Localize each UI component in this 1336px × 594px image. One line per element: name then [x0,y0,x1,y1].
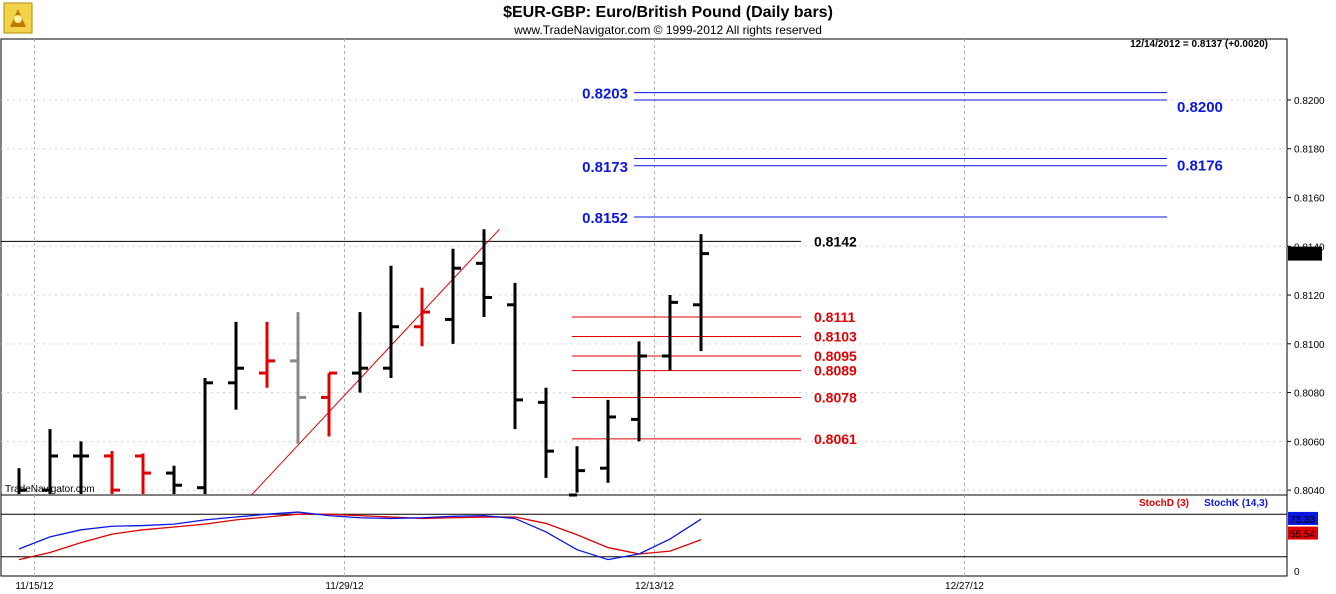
chart-title: $EUR-GBP: Euro/British Pound (Daily bars… [503,4,833,21]
price-tick-label: 0.8120 [1294,291,1325,302]
price-tick-label: 0.8040 [1294,486,1325,497]
level-label: 0.8111 [814,309,855,325]
last-price-tag [1288,246,1322,261]
stochastic-pane: 73.33 55.54 0 [1,511,1318,578]
copyright: www.TradeNavigator.com © 1999-2012 All r… [513,23,822,37]
level-label: 0.8176 [1177,157,1223,174]
watermark: TradeNavigator.com [5,484,95,495]
date-tick-label: 12/27/12 [945,581,984,592]
price-levels: 0.8203 0.8200 0.8176 0.8173 0.8152 0.8142 0.81… [1,86,1223,447]
price-tick-label: 0.8060 [1294,437,1325,448]
stoch-k-tag [1288,511,1318,525]
price-tick-label: 0.8160 [1294,194,1325,205]
stoch-d-line [18,513,702,561]
date-tick-label: 11/15/12 [15,581,54,592]
level-label: 0.8152 [582,210,628,227]
level-label: 0.8089 [814,363,857,379]
last-quote: 12/14/2012 = 0.8137 (+0.0020) [1130,39,1268,50]
level-label: 0.8142 [814,233,857,249]
level-label: 0.8061 [814,431,857,447]
stoch-d-legend: StochD (3) [1139,498,1189,509]
price-axis: 0.80400.80600.80800.81000.81200.81400.81… [1287,96,1325,497]
date-tick-label: 11/29/12 [325,581,364,592]
date-axis: 11/15/12 11/29/12 12/13/12 12/27/12 [15,581,984,592]
trendline-segment [251,228,500,496]
date-tick-label: 12/13/12 [635,581,674,592]
trade-navigator-logo-icon [3,2,33,34]
ohlc-bars [17,229,709,497]
level-label: 0.8203 [582,86,628,103]
stoch-d-tag [1288,526,1318,540]
price-tick-label: 0.8080 [1294,389,1325,400]
stoch-k-value: 73.33 [1290,515,1315,526]
price-tick-label: 0.8180 [1294,145,1325,156]
level-label: 0.8095 [814,348,857,364]
trendline [251,228,500,496]
last-price-label: 0.8137 [1290,250,1321,261]
level-label: 0.8103 [814,328,857,344]
stoch-zero-tick: 0 [1294,567,1300,578]
price-tick-label: 0.8200 [1294,96,1325,107]
stoch-d-value: 55.54 [1290,530,1315,541]
stoch-k-line [18,511,702,561]
level-label: 0.8173 [582,159,628,176]
price-tick-label: 0.8100 [1294,340,1325,351]
level-label: 0.8078 [814,389,857,405]
stoch-k-legend: StochK (14,3) [1204,498,1268,509]
level-label: 0.8200 [1177,99,1223,116]
